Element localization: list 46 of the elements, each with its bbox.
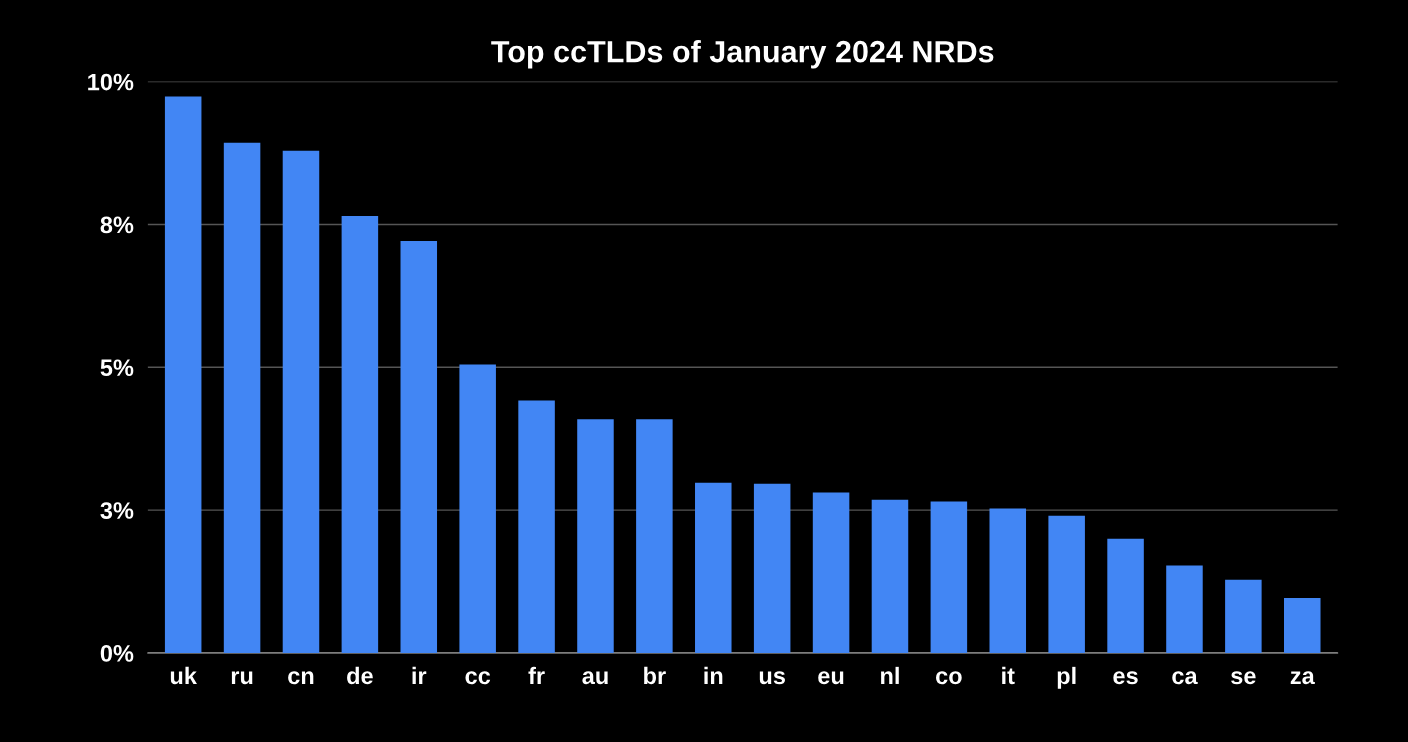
y-tick-label: 5% xyxy=(100,359,134,377)
bar xyxy=(871,499,909,653)
x-tick-label: pl xyxy=(1057,666,1076,689)
x-tick-label: za xyxy=(1290,671,1315,685)
y-tick-label: 0% xyxy=(100,645,134,662)
x-tick-label: cn xyxy=(288,671,314,685)
bar xyxy=(989,508,1027,653)
bar xyxy=(223,142,261,653)
x-tick-label: us xyxy=(759,671,785,685)
x-tick-label: it xyxy=(1002,666,1015,685)
bar xyxy=(1107,538,1144,653)
chart-title: Top ccTLDs of January 2024 NRDs xyxy=(491,40,994,69)
bar xyxy=(459,364,496,653)
x-tick-label: ca xyxy=(1172,671,1198,685)
x-tick-label: in xyxy=(704,666,723,684)
x-tick-label: nl xyxy=(881,666,899,684)
x-tick-label: de xyxy=(347,666,373,685)
bar xyxy=(1225,579,1262,653)
bar xyxy=(282,150,320,653)
x-tick-label: es xyxy=(1113,671,1138,685)
bar xyxy=(577,419,614,653)
bar xyxy=(930,501,968,653)
x-tick-label: se xyxy=(1231,671,1256,685)
bar xyxy=(1284,598,1321,653)
bar xyxy=(164,96,202,653)
bar xyxy=(695,482,732,653)
x-tick-label: eu xyxy=(818,671,844,685)
y-tick-label: 3% xyxy=(100,502,134,519)
x-tick-label: co xyxy=(936,671,962,685)
bar xyxy=(812,492,850,653)
x-tick-label: fr xyxy=(528,666,545,684)
x-tick-label: cc xyxy=(465,671,491,685)
x-tick-label: ir xyxy=(412,666,427,684)
x-tick-label: ru xyxy=(231,671,253,685)
y-tick-label: 10% xyxy=(88,73,134,91)
x-tick-label: au xyxy=(582,671,608,685)
x-tick-label: uk xyxy=(170,666,197,685)
bar xyxy=(341,215,379,653)
bar xyxy=(636,419,673,653)
bar xyxy=(753,483,791,653)
y-tick-label: 8% xyxy=(100,216,134,234)
bar xyxy=(1166,565,1203,653)
bar xyxy=(518,400,555,653)
bar xyxy=(400,241,438,653)
bar xyxy=(1048,515,1085,653)
x-tick-label: br xyxy=(644,666,666,685)
